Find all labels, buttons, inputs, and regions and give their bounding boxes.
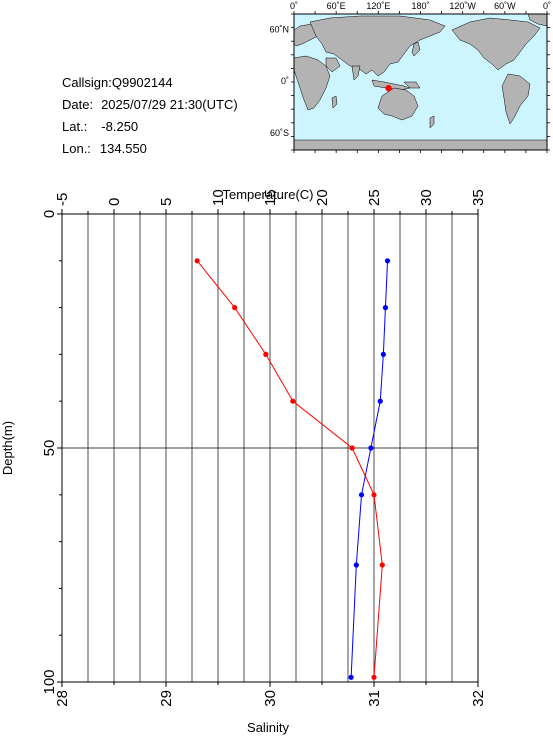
new-zealand-shape: [429, 115, 435, 129]
map-labels: 0˚ 60˚E 120˚E 180˚ 120˚W 60˚W 0˚ 60˚N 0˚ 60˚S: [269, 1, 551, 138]
temperature-data-point: [382, 305, 389, 311]
chart-grid: [62, 214, 478, 682]
temperature-tick-label: 30: [418, 189, 435, 206]
date-row: Date: 2025/07/29 21:30(UTC): [62, 94, 238, 116]
salinity-tick-label: 32: [470, 690, 487, 707]
india-shape: [351, 65, 361, 81]
africa-shape: [294, 55, 331, 111]
callsign-value: Q9902144: [111, 75, 173, 90]
depth-tick-label: 50: [41, 440, 58, 457]
station-info: Callsign:Q9902144 Date: 2025/07/29 21:30(…: [62, 72, 238, 160]
salinity-data-point: [194, 258, 200, 264]
depth-tick-label: 0: [41, 210, 58, 218]
lon-value: 134.550: [99, 141, 147, 156]
madagascar-shape: [331, 95, 338, 109]
greenland-shape: [527, 14, 547, 27]
salinity-tick-label: 28: [54, 690, 71, 707]
map-lon-label: 0˚: [543, 1, 551, 11]
chart-series: [194, 258, 391, 680]
salinity-tick-label: 30: [262, 690, 279, 707]
salinity-data-point: [349, 445, 355, 451]
temperature-tick-label: 20: [314, 189, 331, 206]
south-america-shape: [501, 73, 531, 125]
temperature-tick-label: 25: [366, 189, 383, 206]
salinity-data-point: [263, 351, 269, 357]
chart-axes: -5 0 5 10 15 20 25 30 35 28 29 30 31 32 0 50 100: [41, 189, 487, 706]
temperature-tick-label: 15: [262, 189, 279, 206]
temperature-tick-label: 10: [210, 189, 227, 206]
map-lon-label: 60˚W: [494, 1, 516, 11]
temperature-tick-label: 35: [470, 189, 487, 206]
north-america-shape: [451, 17, 541, 71]
callsign-row: Callsign:Q9902144: [62, 72, 238, 94]
map-lon-label: 120˚E: [366, 1, 390, 11]
depth-tick-label: 100: [41, 669, 58, 694]
station-marker: [385, 85, 392, 92]
salinity-tick-label: 29: [158, 690, 175, 707]
temperature-tick-label: -5: [54, 193, 71, 206]
temperature-data-point: [380, 351, 386, 357]
lat-row: Lat.: -8.250: [62, 116, 238, 138]
new-guinea-shape: [403, 81, 421, 89]
callsign-label: Callsign:: [62, 75, 112, 90]
map-lon-label: 0˚: [290, 1, 298, 11]
lon-label: Lon.:: [62, 141, 91, 156]
map-ticks: [291, 11, 550, 153]
australia-shape: [377, 87, 419, 121]
map-lat-label: 60˚N: [269, 24, 289, 34]
lat-label: Lat.:: [62, 119, 88, 134]
asia-shape: [309, 15, 446, 77]
temperature-profile-line: [350, 260, 389, 678]
plot-frame: [61, 213, 479, 683]
salinity-axis-label: Salinity: [247, 720, 289, 735]
map-lat-label: 0˚: [281, 76, 289, 86]
salinity-data-point: [371, 492, 377, 498]
lon-row: Lon.: 134.550: [62, 138, 238, 160]
temperature-data-point: [358, 492, 365, 498]
temperature-data-point: [377, 398, 383, 404]
location-map: 0˚ 60˚E 120˚E 180˚ 120˚W 60˚W 0˚ 60˚N 0˚ 60˚S: [269, 1, 551, 153]
salinity-data-point: [379, 562, 385, 568]
map-lat-label: 60˚S: [270, 128, 289, 138]
depth-axis-label: Depth(m): [0, 421, 15, 475]
temperature-data-point: [348, 674, 354, 680]
salinity-data-point: [232, 305, 238, 311]
date-value: 2025/07/29 21:30(UTC): [101, 97, 238, 112]
salinity-tick-label: 31: [366, 690, 383, 707]
map-lon-label: 180˚: [411, 1, 429, 11]
temperature-tick-label: 5: [158, 198, 175, 206]
map-land: [294, 14, 547, 150]
temperature-data-point: [368, 445, 374, 451]
salinity-data-point: [290, 398, 296, 404]
japan-shape: [411, 41, 421, 57]
arabia-shape: [325, 57, 341, 73]
salinity-profile-line: [196, 260, 383, 678]
salinity-data-point: [371, 674, 377, 680]
map-lon-label: 60˚E: [327, 1, 346, 11]
temperature-tick-label: 0: [106, 198, 123, 206]
map-lon-label: 120˚W: [449, 1, 476, 11]
lat-value: -8.250: [101, 119, 139, 134]
temperature-data-point: [353, 562, 359, 568]
temperature-axis-label: Temperature(C): [222, 187, 313, 202]
antarctica-shape: [294, 139, 547, 150]
temperature-data-point: [384, 258, 391, 264]
date-label: Date:: [62, 97, 94, 112]
